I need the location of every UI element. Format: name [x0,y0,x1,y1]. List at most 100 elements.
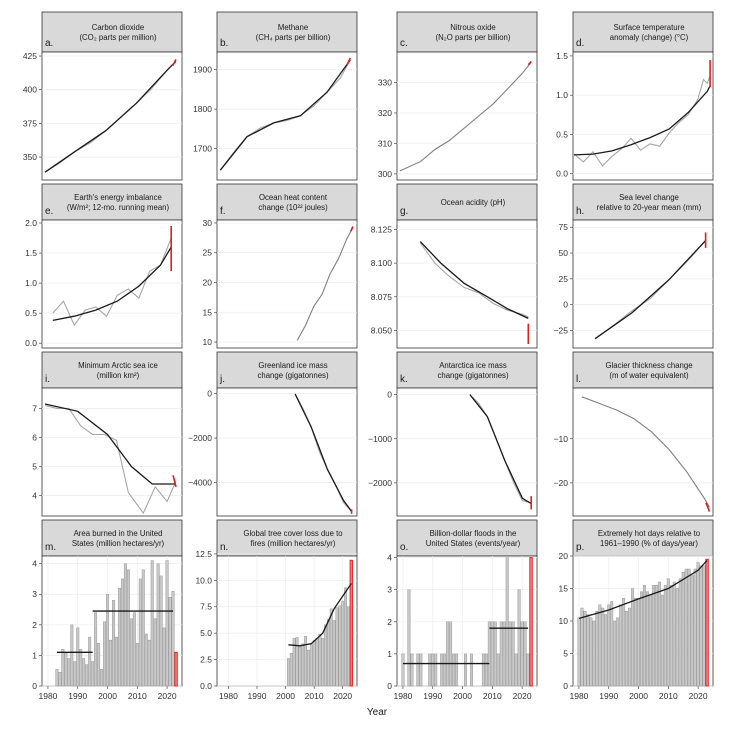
panel-title-line: change (10²² joules) [258,203,328,212]
bar [117,587,121,687]
bar [138,578,142,687]
y-tick-label: −20 [554,478,569,488]
bar [144,633,148,687]
y-tick-label: 3 [32,589,37,599]
trend-line [419,241,529,319]
bar [490,621,494,687]
bar [315,638,319,687]
panel-title-line: change (gigatonnes) [437,371,508,380]
y-tick-label: −4000 [188,478,212,488]
x-axis-title: Year [367,707,388,718]
x-tick-label: 2020 [513,691,532,701]
panel-letter: f. [220,206,226,217]
panel-title-line: (W/m²; 12-mo. running mean) [67,203,170,212]
bar [416,653,420,687]
panel-letter: g. [400,206,408,217]
bar [410,653,414,687]
recent-line [705,502,711,512]
bar [301,643,305,687]
panel-letter: p. [576,542,584,553]
bar [162,627,166,687]
bar [499,621,503,687]
trend-line [573,85,711,156]
panel-letter: k. [400,374,408,385]
bar [705,558,709,687]
y-tick-label: 320 [378,108,392,118]
panel-title-line: fires (million hectares/yr) [251,539,336,548]
bar [589,617,593,687]
y-tick-label: 10 [203,337,213,347]
y-tick-label: 7.5 [200,602,212,612]
trend-line [44,403,176,485]
bar [625,611,629,687]
y-tick-label: 8.125 [371,224,393,234]
bar [70,624,74,687]
y-tick-label: 0.5 [556,129,568,139]
trend-line [469,394,532,505]
y-tick-label: 0 [387,681,392,691]
y-tick-label: 8.100 [371,258,393,268]
y-tick-label: 330 [378,77,392,87]
y-tick-label: 5 [32,462,37,472]
panel-title-line: Glacier thickness change [605,361,692,370]
bar [123,563,127,687]
panel-title-line: Global tree cover loss due to [243,529,343,538]
bar [329,608,333,687]
bar [55,668,59,687]
panel-letter: i. [45,374,50,385]
y-tick-label: 3 [387,585,392,595]
bar [153,618,157,687]
bar [666,578,670,687]
bar [292,638,296,687]
bar [648,594,652,687]
y-tick-label: 15 [203,307,213,317]
bar [505,557,509,687]
y-tick-label: 30 [203,218,213,228]
panel-header [41,351,183,389]
y-tick-label: 8.050 [371,325,393,335]
panel-title-line: States (million hectares/yr) [72,539,165,548]
panel-header [396,351,538,389]
bar [61,649,65,687]
y-tick-label: 1.0 [25,278,37,288]
bar [307,649,310,687]
bar [643,585,646,687]
panel-title-line: anomaly (change) (°C) [610,33,689,42]
panel-letter: d. [576,38,584,49]
bar [327,619,330,687]
x-tick-label: 2000 [629,691,648,701]
bar [520,621,524,687]
panel-a: a. Carbon dioxide(CO₂ parts per million) 3… [23,11,183,181]
bar [344,587,347,687]
bar [287,658,290,687]
plot-area [41,219,183,349]
bar [577,617,581,687]
bar [678,578,682,687]
bar [484,653,488,687]
recent-line [172,59,177,66]
panel-title-line: Greenland ice mass [258,361,327,370]
x-tick-label: 2000 [276,691,295,701]
bar [97,642,101,687]
panel-p: p. Extremely hot days relative to1961–199… [559,519,714,701]
bar [168,597,172,687]
bar [141,569,145,687]
x-tick-label: 2010 [659,691,678,701]
y-tick-label: 2.0 [25,218,37,228]
bar [91,661,95,687]
plot-area [41,387,183,517]
panel-letter: j. [219,374,225,385]
bar [304,636,307,687]
x-tick-label: 1980 [38,691,57,701]
bar [607,604,611,687]
plot-area [572,387,714,517]
bar [634,598,638,687]
y-tick-label: 10.0 [195,575,212,585]
y-tick-label: −1000 [368,434,392,444]
x-tick-label: 1980 [393,691,412,701]
